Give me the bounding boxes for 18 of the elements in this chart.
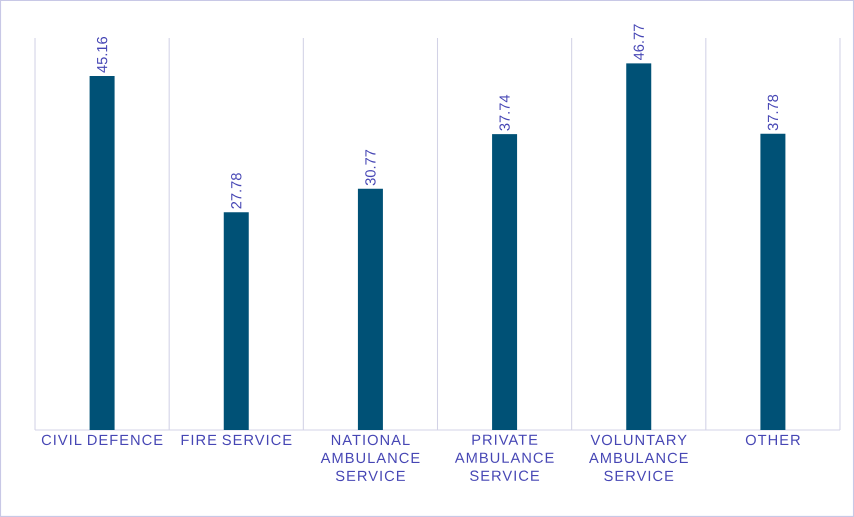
bar bbox=[224, 212, 249, 430]
data-label: 27.78 bbox=[231, 173, 242, 209]
data-label: 37.78 bbox=[768, 94, 778, 130]
data-label: 30.77 bbox=[365, 150, 376, 186]
x-tick-label: NATIONAL AMBULANCE SERVICE bbox=[320, 434, 420, 482]
x-tick-label: PRIVATE AMBULANCE SERVICE bbox=[454, 434, 554, 481]
bar bbox=[358, 188, 383, 430]
x-tick-label: CIVIL DEFENCE bbox=[42, 434, 162, 446]
bar bbox=[90, 76, 115, 430]
data-label: 45.16 bbox=[96, 36, 108, 73]
data-label: 46.77 bbox=[634, 24, 644, 60]
data-label: 37.74 bbox=[499, 94, 510, 131]
bar bbox=[492, 134, 518, 430]
bar bbox=[760, 134, 786, 430]
bar bbox=[626, 63, 652, 430]
x-tick-label: VOLUNTARY AMBULANCE SERVICE bbox=[589, 434, 688, 482]
x-tick-label: OTHER bbox=[746, 434, 800, 446]
x-tick-label: FIRE SERVICE bbox=[182, 434, 292, 446]
